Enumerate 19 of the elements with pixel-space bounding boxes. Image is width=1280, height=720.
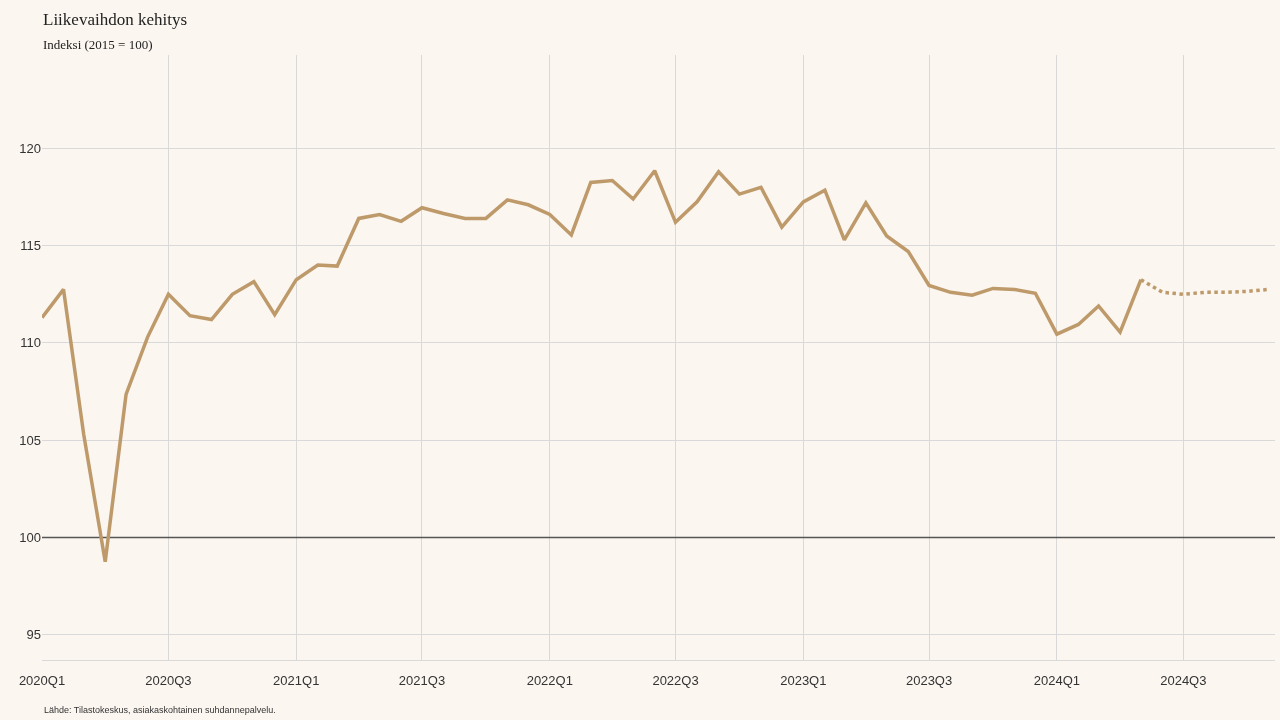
x-tick-label: 2023Q1 xyxy=(780,672,827,688)
y-tick-label: 115 xyxy=(20,238,41,254)
x-tick-label: 2024Q1 xyxy=(1033,672,1081,688)
x-tick-label: 2020Q3 xyxy=(145,672,192,688)
x-tick-label: 2022Q1 xyxy=(526,672,573,688)
x-tick-label: 2024Q3 xyxy=(1160,672,1207,688)
x-tick-label: 2021Q3 xyxy=(398,672,446,688)
y-tick-label: 95 xyxy=(26,627,41,643)
x-tick-label: 2021Q1 xyxy=(273,672,320,688)
x-tick-label: 2022Q3 xyxy=(652,672,699,688)
y-tick-label: 120 xyxy=(19,140,41,156)
x-tick-label: 2023Q3 xyxy=(905,672,953,688)
chart-subtitle: Indeksi (2015 = 100) xyxy=(43,37,153,52)
y-tick-label: 110 xyxy=(20,335,41,351)
chart-title: Liikevaihdon kehitys xyxy=(43,10,188,29)
text: Lähde: Tilastokeskus, asiakaskohtainen suhdannepalvelu. xyxy=(44,705,276,715)
y-tick-label: 100 xyxy=(19,529,41,545)
y-tick-label: 105 xyxy=(19,432,41,448)
x-tick-label: 2020Q1 xyxy=(18,672,66,688)
